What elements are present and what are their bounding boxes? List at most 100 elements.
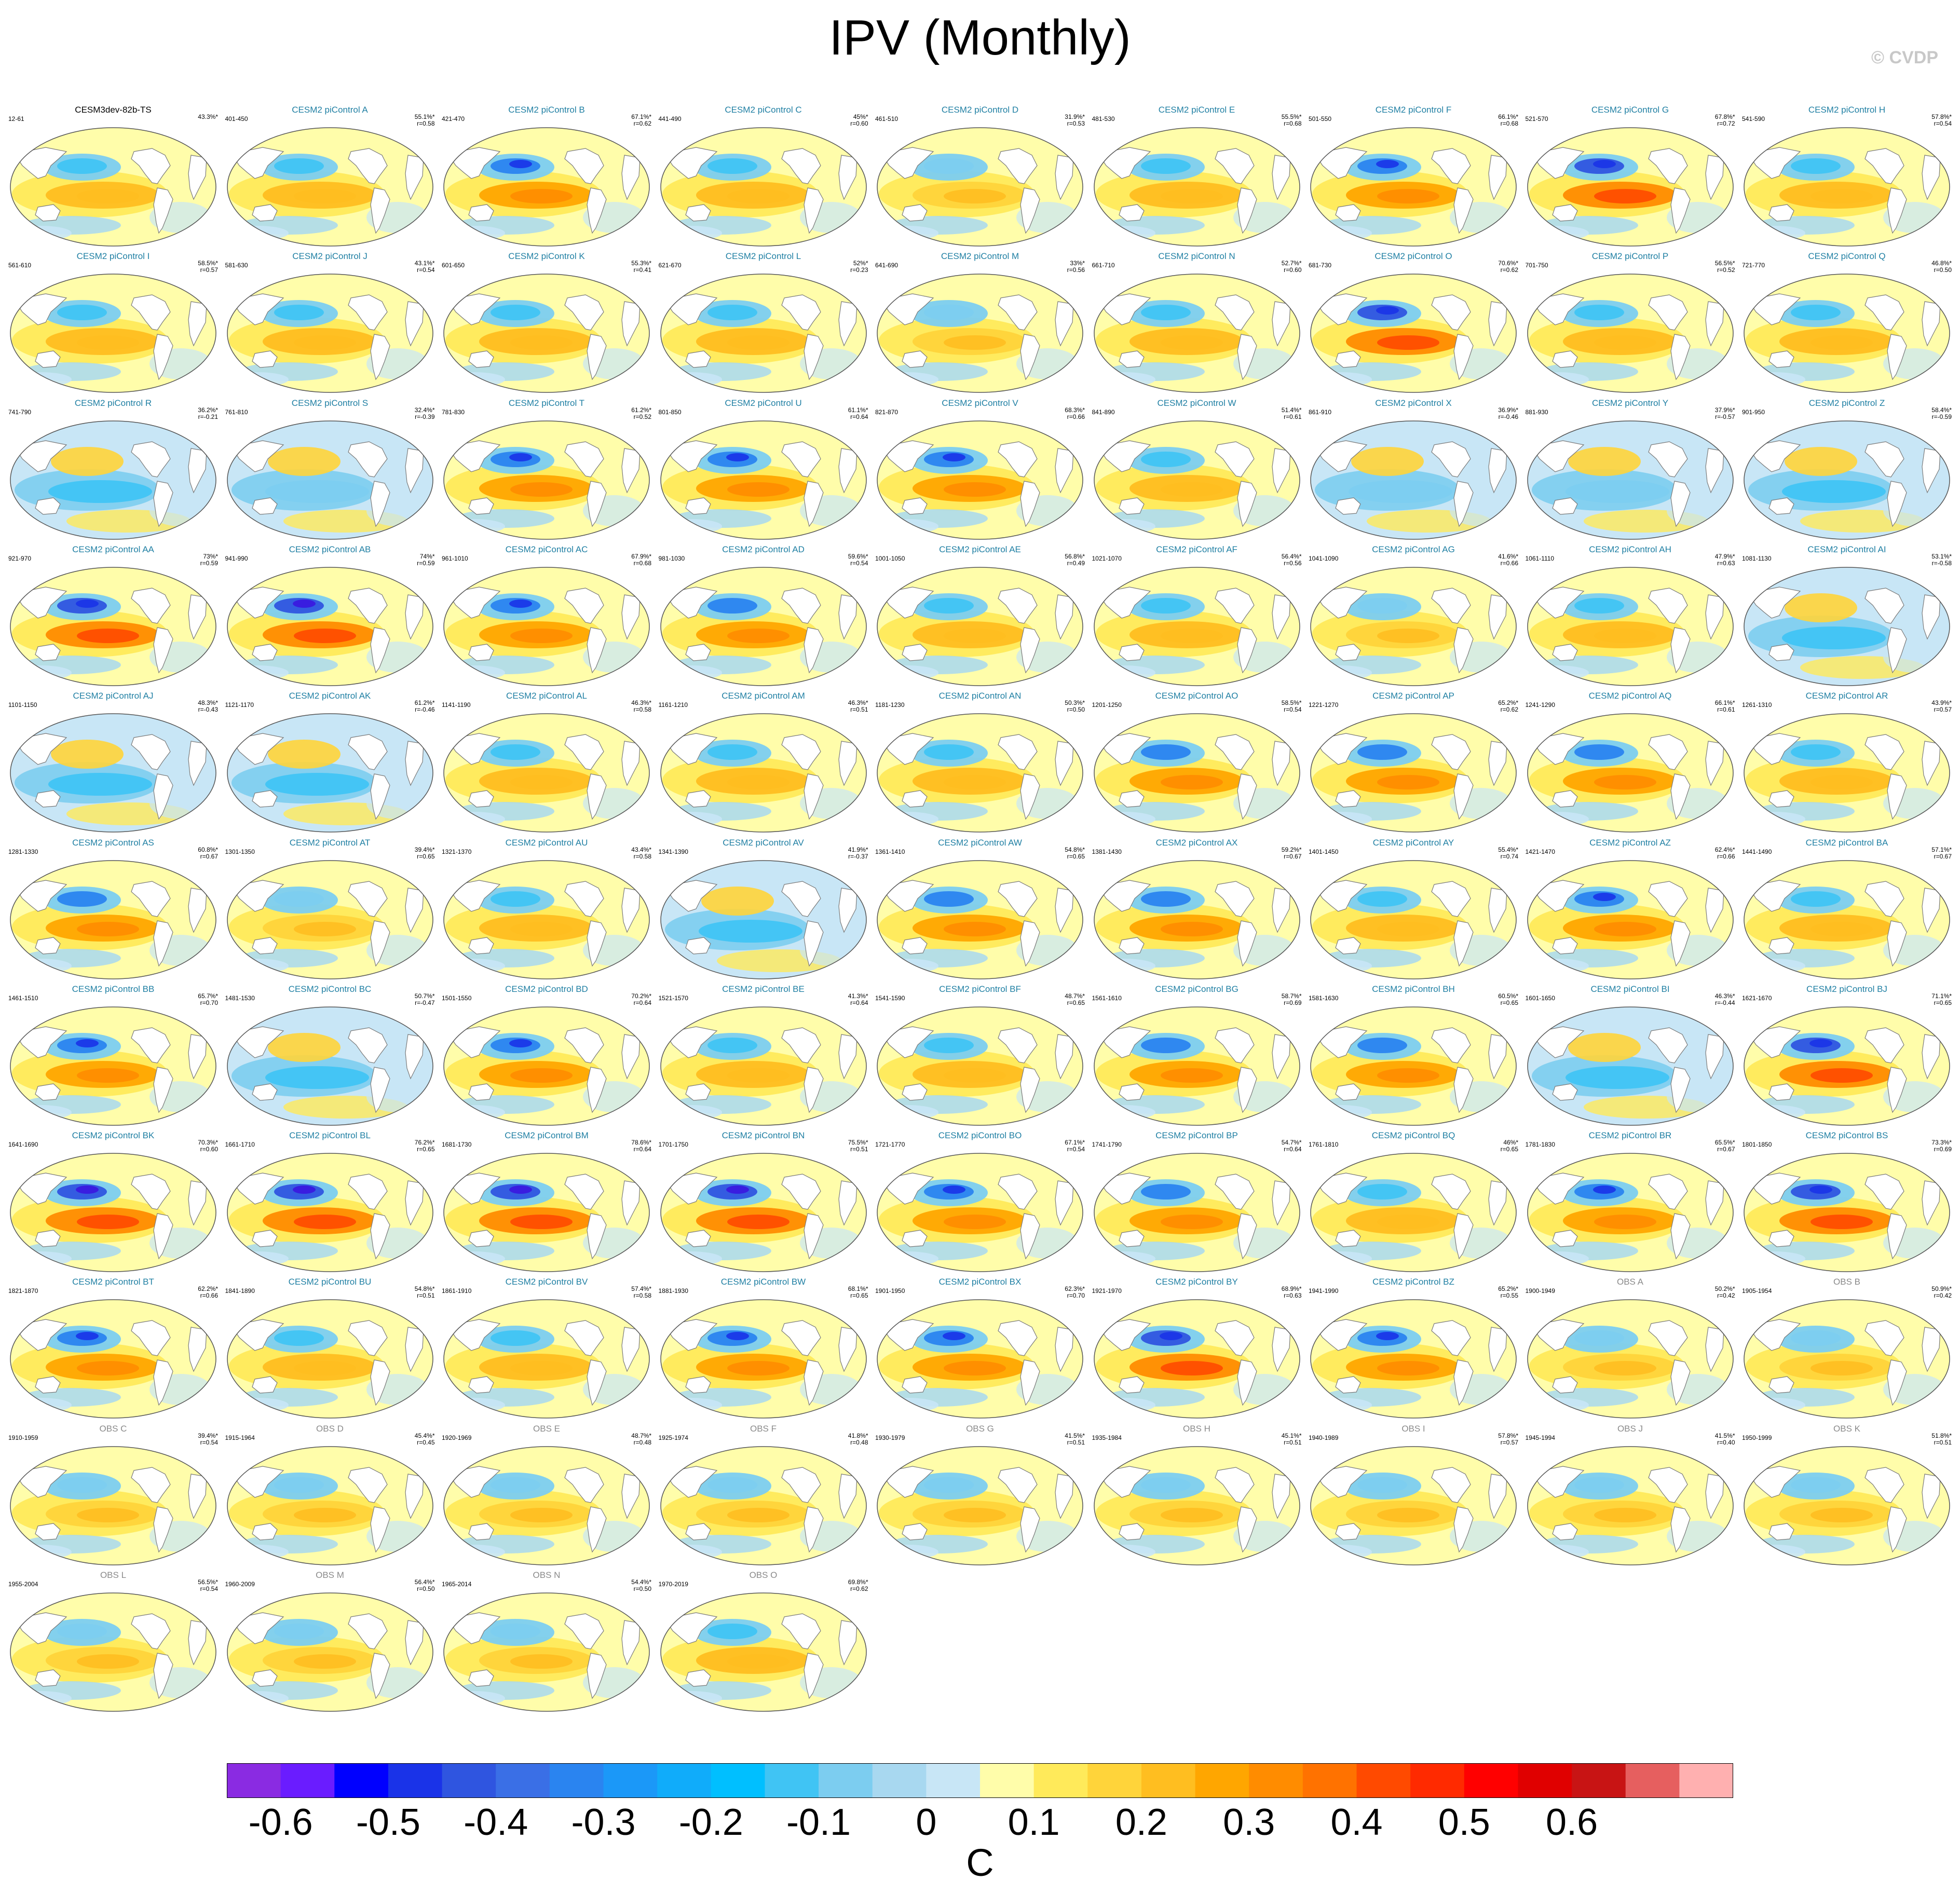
asia [883, 147, 934, 179]
south-america [1887, 480, 1907, 527]
panel-variance-percent: 33%* [1070, 260, 1085, 267]
map-panel: OBS O 1970-2019 69.8%* r=0.62 [657, 1569, 870, 1715]
panel-variance-percent: 61.2%* [631, 406, 651, 414]
north-america [1864, 1174, 1904, 1210]
asia [233, 1319, 284, 1352]
south-pacific-cold-band [889, 362, 988, 381]
asia [450, 1319, 501, 1352]
tropical-warm-peak [1160, 775, 1223, 790]
panel-pattern-correlation: r=-0.59 [1931, 413, 1952, 420]
north-pacific-cold-core [707, 1477, 757, 1493]
map-panel: OBS G 1930-1979 41.5%* r=0.51 [873, 1423, 1087, 1569]
map-boundary [226, 1006, 433, 1126]
south-pacific-cold-band [1106, 362, 1205, 381]
tropical-warm-peak [944, 921, 1006, 936]
panel-variance-percent: 31.9%* [1065, 113, 1085, 120]
south-america [153, 773, 173, 820]
south-america [1670, 480, 1691, 527]
map-boundary [660, 713, 867, 833]
panel-pattern-correlation: r=0.53 [1067, 120, 1085, 127]
panel-title: CESM2 piControl AT [289, 837, 371, 848]
map-panel: CESM2 piControl AN 1181-1230 50.3%* r=0.50 [873, 690, 1087, 836]
panel-title: CESM2 piControl AI [1807, 544, 1886, 554]
panel-title: CESM2 piControl AO [1155, 691, 1238, 701]
panel-title: CESM2 piControl A [292, 105, 368, 115]
australia [251, 1230, 278, 1247]
panel-year-range: 1721-1770 [875, 1141, 905, 1149]
map-panel: CESM2 piControl AW 1361-1410 54.8%* r=0.65 [873, 837, 1087, 983]
colorbar-swatch [496, 1763, 550, 1798]
south-america [587, 1359, 607, 1406]
south-pacific-cold-band [1323, 802, 1421, 821]
ipv-sst-map [443, 567, 650, 686]
map-panel: CESM2 piControl BE 1521-1570 41.3%* r=0.64 [657, 983, 870, 1129]
panel-variance-percent: 67.9%* [631, 552, 651, 560]
tropical-warm-peak [727, 1507, 790, 1522]
north-america [1864, 148, 1904, 184]
south-pacific-cold-band [22, 1388, 121, 1407]
panel-title: CESM3dev-82b-TS [75, 105, 152, 115]
ipv-sst-map [1093, 127, 1300, 247]
asia [1100, 147, 1151, 179]
asia [17, 1319, 67, 1352]
map-boundary [10, 1592, 216, 1712]
australia [35, 204, 61, 222]
north-america [998, 1027, 1038, 1064]
south-america [1236, 334, 1257, 380]
tropical-warm-peak [293, 335, 356, 350]
panel-variance-percent: 36.2%* [198, 406, 218, 414]
panel-year-range: 1581-1630 [1309, 994, 1339, 1002]
panel-year-range: 1121-1170 [225, 701, 254, 709]
asia [1533, 440, 1584, 472]
map-boundary [1527, 1006, 1734, 1126]
map-boundary [1744, 860, 1950, 979]
panel-pattern-correlation: r=0.51 [850, 1146, 868, 1153]
map-boundary [226, 420, 433, 540]
australia [468, 1230, 494, 1247]
tropical-warm-peak [727, 1215, 790, 1230]
asia [1317, 733, 1368, 765]
panel-year-range: 1905-1954 [1742, 1287, 1772, 1295]
australia [1551, 1523, 1578, 1541]
ipv-sst-map [1744, 713, 1950, 833]
north-america [1864, 294, 1904, 331]
south-america [1887, 1506, 1907, 1553]
map-boundary [1744, 1153, 1950, 1272]
north-pacific-cold-peak [509, 1039, 532, 1047]
north-pacific-cold-core [1357, 1477, 1407, 1493]
panel-pattern-correlation: r=-0.57 [1715, 413, 1735, 420]
map-boundary [660, 127, 867, 247]
panel-pattern-correlation: r=0.51 [1067, 1438, 1085, 1446]
australia [1551, 497, 1578, 515]
south-pacific-cold-band [672, 1388, 771, 1407]
south-america [153, 1359, 173, 1406]
panel-title: CESM2 piControl AZ [1589, 837, 1671, 848]
map-panel: CESM2 piControl AI 1081-1130 53.1%* r=-0.58 [1740, 543, 1954, 690]
south-pacific-cold-band [1756, 948, 1855, 968]
north-pacific-cold-peak [509, 599, 532, 608]
map-boundary [226, 860, 433, 979]
south-pacific-cold-band [1539, 655, 1638, 674]
panel-title: CESM2 piControl P [1591, 251, 1669, 262]
north-pacific-cold-core [1791, 1330, 1841, 1346]
north-pacific-cold-core [1791, 891, 1841, 907]
south-america [1020, 480, 1040, 527]
tropical-warm-peak [77, 628, 139, 643]
panel-variance-percent: 68.3%* [1065, 406, 1085, 414]
south-america [587, 187, 607, 234]
panel-year-range: 1381-1430 [1092, 848, 1122, 855]
tropical-warm-peak [727, 628, 790, 643]
map-boundary [1093, 1153, 1300, 1272]
panel-year-range: 781-830 [442, 408, 465, 416]
panel-year-range: 1920-1969 [442, 1434, 472, 1441]
panel-pattern-correlation: r=-0.39 [415, 413, 435, 420]
north-america [1431, 734, 1471, 770]
map-boundary [10, 420, 216, 540]
map-panel: CESM2 piControl AA 921-970 73%* r=0.59 [6, 543, 220, 690]
map-boundary [1527, 713, 1734, 833]
australia [1768, 497, 1794, 515]
australia [35, 1523, 61, 1541]
ipv-sst-map [443, 127, 650, 247]
panel-title: CESM2 piControl BO [938, 1130, 1022, 1141]
ipv-sst-map [660, 274, 867, 393]
